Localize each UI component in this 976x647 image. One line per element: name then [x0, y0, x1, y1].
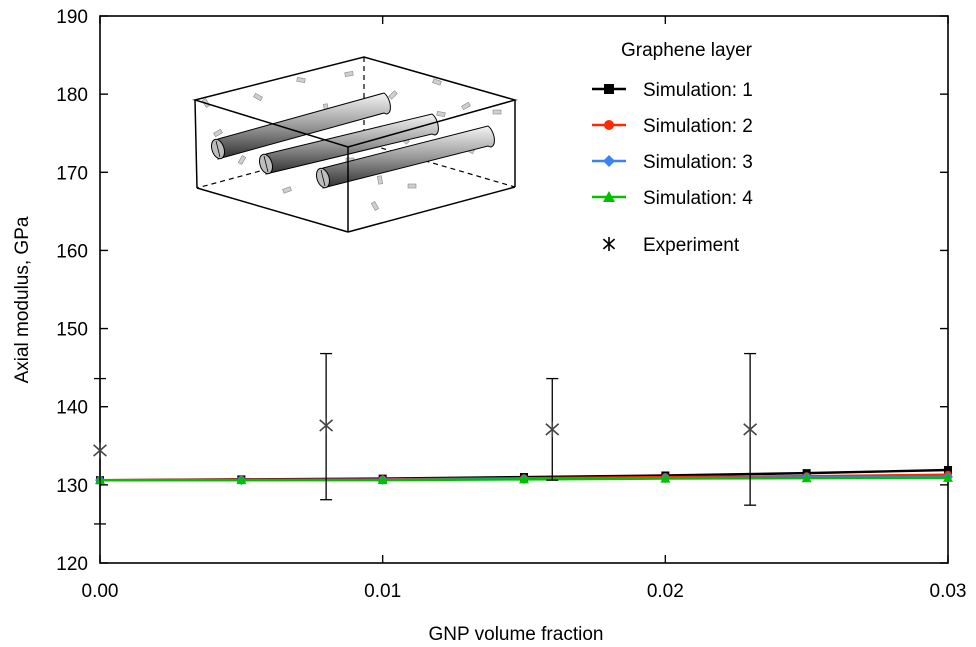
- y-tick-label: 130: [56, 476, 88, 497]
- x-tick-label: 0.00: [82, 581, 119, 602]
- y-tick-label: 140: [56, 398, 88, 419]
- x-tick-label: 0.02: [647, 581, 684, 602]
- legend-label: Simulation: 4: [643, 188, 753, 209]
- legend-title: Graphene layer: [621, 40, 753, 61]
- data-point: [944, 466, 952, 475]
- plot-frame: [99, 15, 949, 564]
- data-point: [943, 472, 953, 482]
- data-point: [801, 473, 812, 483]
- y-tick-label: 190: [56, 7, 88, 28]
- legend-marker: [604, 84, 614, 94]
- y-tick-label: 120: [56, 554, 88, 575]
- experiment-point: [545, 421, 560, 438]
- legend-item-experiment: Experiment: [602, 235, 740, 256]
- y-tick-label: 170: [56, 163, 88, 184]
- x-axis-label: GNP volume fraction: [429, 624, 604, 645]
- legend-label: Simulation: 1: [643, 80, 753, 101]
- y-axis-label: Axial modulus, GPa: [12, 216, 33, 383]
- legend: Graphene layer Simulation: 1 Simulation: 2…: [592, 40, 753, 256]
- legend-marker: [604, 120, 614, 130]
- plot-axes: [99, 15, 949, 564]
- legend-marker: [602, 237, 616, 251]
- legend-marker: [603, 155, 615, 167]
- legend-item: Simulation: 1: [592, 80, 753, 101]
- y-tick-label: 180: [56, 85, 88, 106]
- tick-labels: 120 130 140 150 160 170 180 190 0.00 0.01 0.02 0.03: [56, 7, 966, 602]
- legend-item: Simulation: 3: [592, 152, 753, 173]
- experiment-point: [93, 442, 107, 459]
- legend-item: Simulation: 4: [592, 188, 753, 209]
- legend-label: Simulation: 3: [643, 152, 753, 173]
- x-tick-label: 0.03: [930, 581, 967, 602]
- chart-marks: [93, 352, 953, 525]
- composite-schematic-illustration: [192, 56, 518, 233]
- experiment-point: [319, 417, 334, 434]
- experiment-point: [743, 421, 758, 438]
- legend-item: Simulation: 2: [592, 116, 753, 137]
- y-tick-label: 160: [56, 241, 88, 262]
- legend-marker: [603, 191, 615, 202]
- data-point: [660, 473, 671, 483]
- series-4: [95, 472, 953, 485]
- legend-label: Experiment: [643, 235, 740, 256]
- data-point: [519, 474, 529, 484]
- y-tick-label: 150: [56, 320, 88, 341]
- data-point: [236, 475, 247, 485]
- data-point: [377, 475, 388, 485]
- legend-label: Simulation: 2: [643, 116, 753, 137]
- tick-marks: [99, 15, 949, 564]
- x-tick-label: 0.01: [364, 581, 401, 602]
- experiment-series: [93, 352, 758, 525]
